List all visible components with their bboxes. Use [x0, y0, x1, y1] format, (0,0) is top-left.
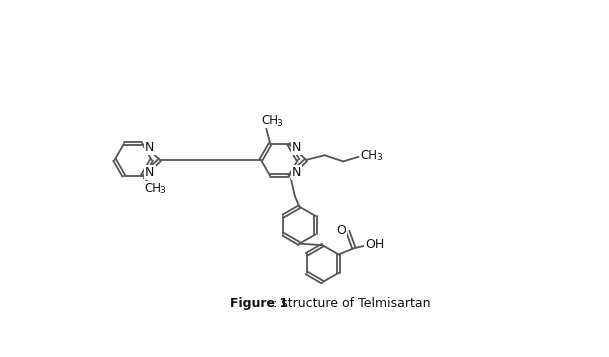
Text: N: N — [145, 166, 155, 179]
Text: CH: CH — [261, 114, 278, 127]
Text: N: N — [292, 166, 301, 179]
Text: N: N — [292, 141, 301, 154]
Text: OH: OH — [365, 238, 384, 251]
Text: 3: 3 — [160, 186, 166, 195]
Text: 3: 3 — [276, 119, 282, 127]
Text: Figure 1: Figure 1 — [230, 297, 288, 310]
Text: CH: CH — [144, 182, 161, 195]
Text: O: O — [336, 224, 346, 237]
Text: CH: CH — [361, 149, 378, 162]
Text: N: N — [145, 141, 155, 154]
Text: : structure of Telmisartan: : structure of Telmisartan — [273, 297, 431, 310]
Text: 3: 3 — [376, 153, 382, 162]
